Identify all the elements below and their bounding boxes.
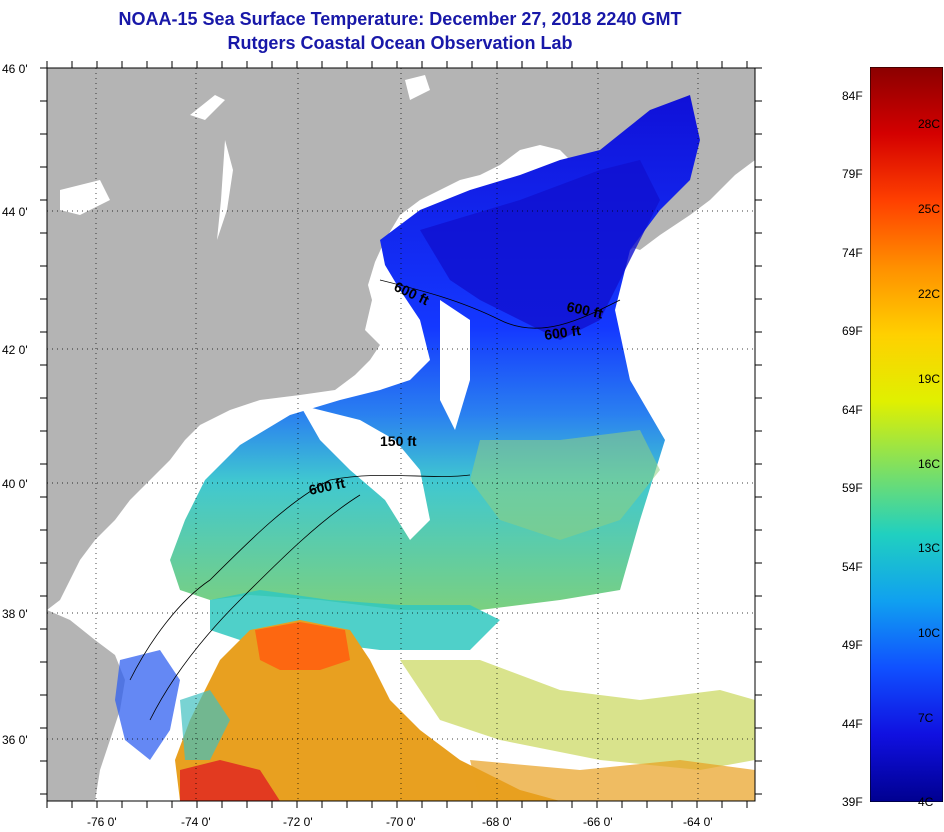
colorbar-c-label: 22C xyxy=(918,287,941,301)
lon-tick-label: -72 0' xyxy=(283,815,313,829)
lat-tick-label: 44 0' xyxy=(2,205,28,219)
lon-tick-label: -76 0' xyxy=(87,815,117,829)
contour-label: 600 ft xyxy=(565,298,604,321)
colorbar-f-label: 79F xyxy=(842,167,863,181)
colorbar xyxy=(870,67,943,802)
lon-tick-label: -70 0' xyxy=(386,815,416,829)
colorbar-f-label: 69F xyxy=(842,324,863,338)
colorbar-f-label: 39F xyxy=(842,795,863,809)
colorbar-f-label: 44F xyxy=(842,717,863,731)
lon-tick-label: -64 0' xyxy=(683,815,713,829)
lat-tick-label: 42 0' xyxy=(2,343,28,357)
lat-tick-label: 40 0' xyxy=(2,477,28,491)
colorbar-c-label: 10C xyxy=(918,626,941,640)
lat-tick-label: 36 0' xyxy=(2,733,28,747)
chart-title: NOAA-15 Sea Surface Temperature: Decembe… xyxy=(118,9,682,29)
sst-overlay xyxy=(115,95,755,801)
map-ticks xyxy=(40,61,762,808)
colorbar-f-label: 84F xyxy=(842,89,863,103)
contour-label: 600 ft xyxy=(543,322,582,343)
colorbar-f-label: 74F xyxy=(842,246,863,260)
chart-subtitle: Rutgers Coastal Ocean Observation Lab xyxy=(227,33,573,53)
colorbar-c-label: 4C xyxy=(918,795,934,809)
colorbar-c-label: 25C xyxy=(918,202,941,216)
colorbar-c-label: 19C xyxy=(918,372,941,386)
lon-tick-label: -68 0' xyxy=(482,815,512,829)
colorbar-f-label: 64F xyxy=(842,403,863,417)
lat-tick-label: 46 0' xyxy=(2,62,28,76)
contour-label: 150 ft xyxy=(380,433,417,449)
lon-tick-label: -74 0' xyxy=(181,815,211,829)
colorbar-c-label: 16C xyxy=(918,457,941,471)
colorbar-f-label: 49F xyxy=(842,638,863,652)
map-frame xyxy=(46,67,756,802)
colorbar-f-label: 59F xyxy=(842,481,863,495)
contour-label: 600 ft xyxy=(307,475,346,498)
colorbar-c-label: 7C xyxy=(918,711,934,725)
colorbar-c-label: 28C xyxy=(918,117,941,131)
bathymetry-contours xyxy=(129,279,621,721)
lon-tick-label: -66 0' xyxy=(583,815,613,829)
lat-tick-label: 38 0' xyxy=(2,607,28,621)
colorbar-c-label: 13C xyxy=(918,541,941,555)
lakes xyxy=(60,75,430,240)
land-delmarva xyxy=(47,610,125,801)
colorbar-f-label: 54F xyxy=(842,560,863,574)
